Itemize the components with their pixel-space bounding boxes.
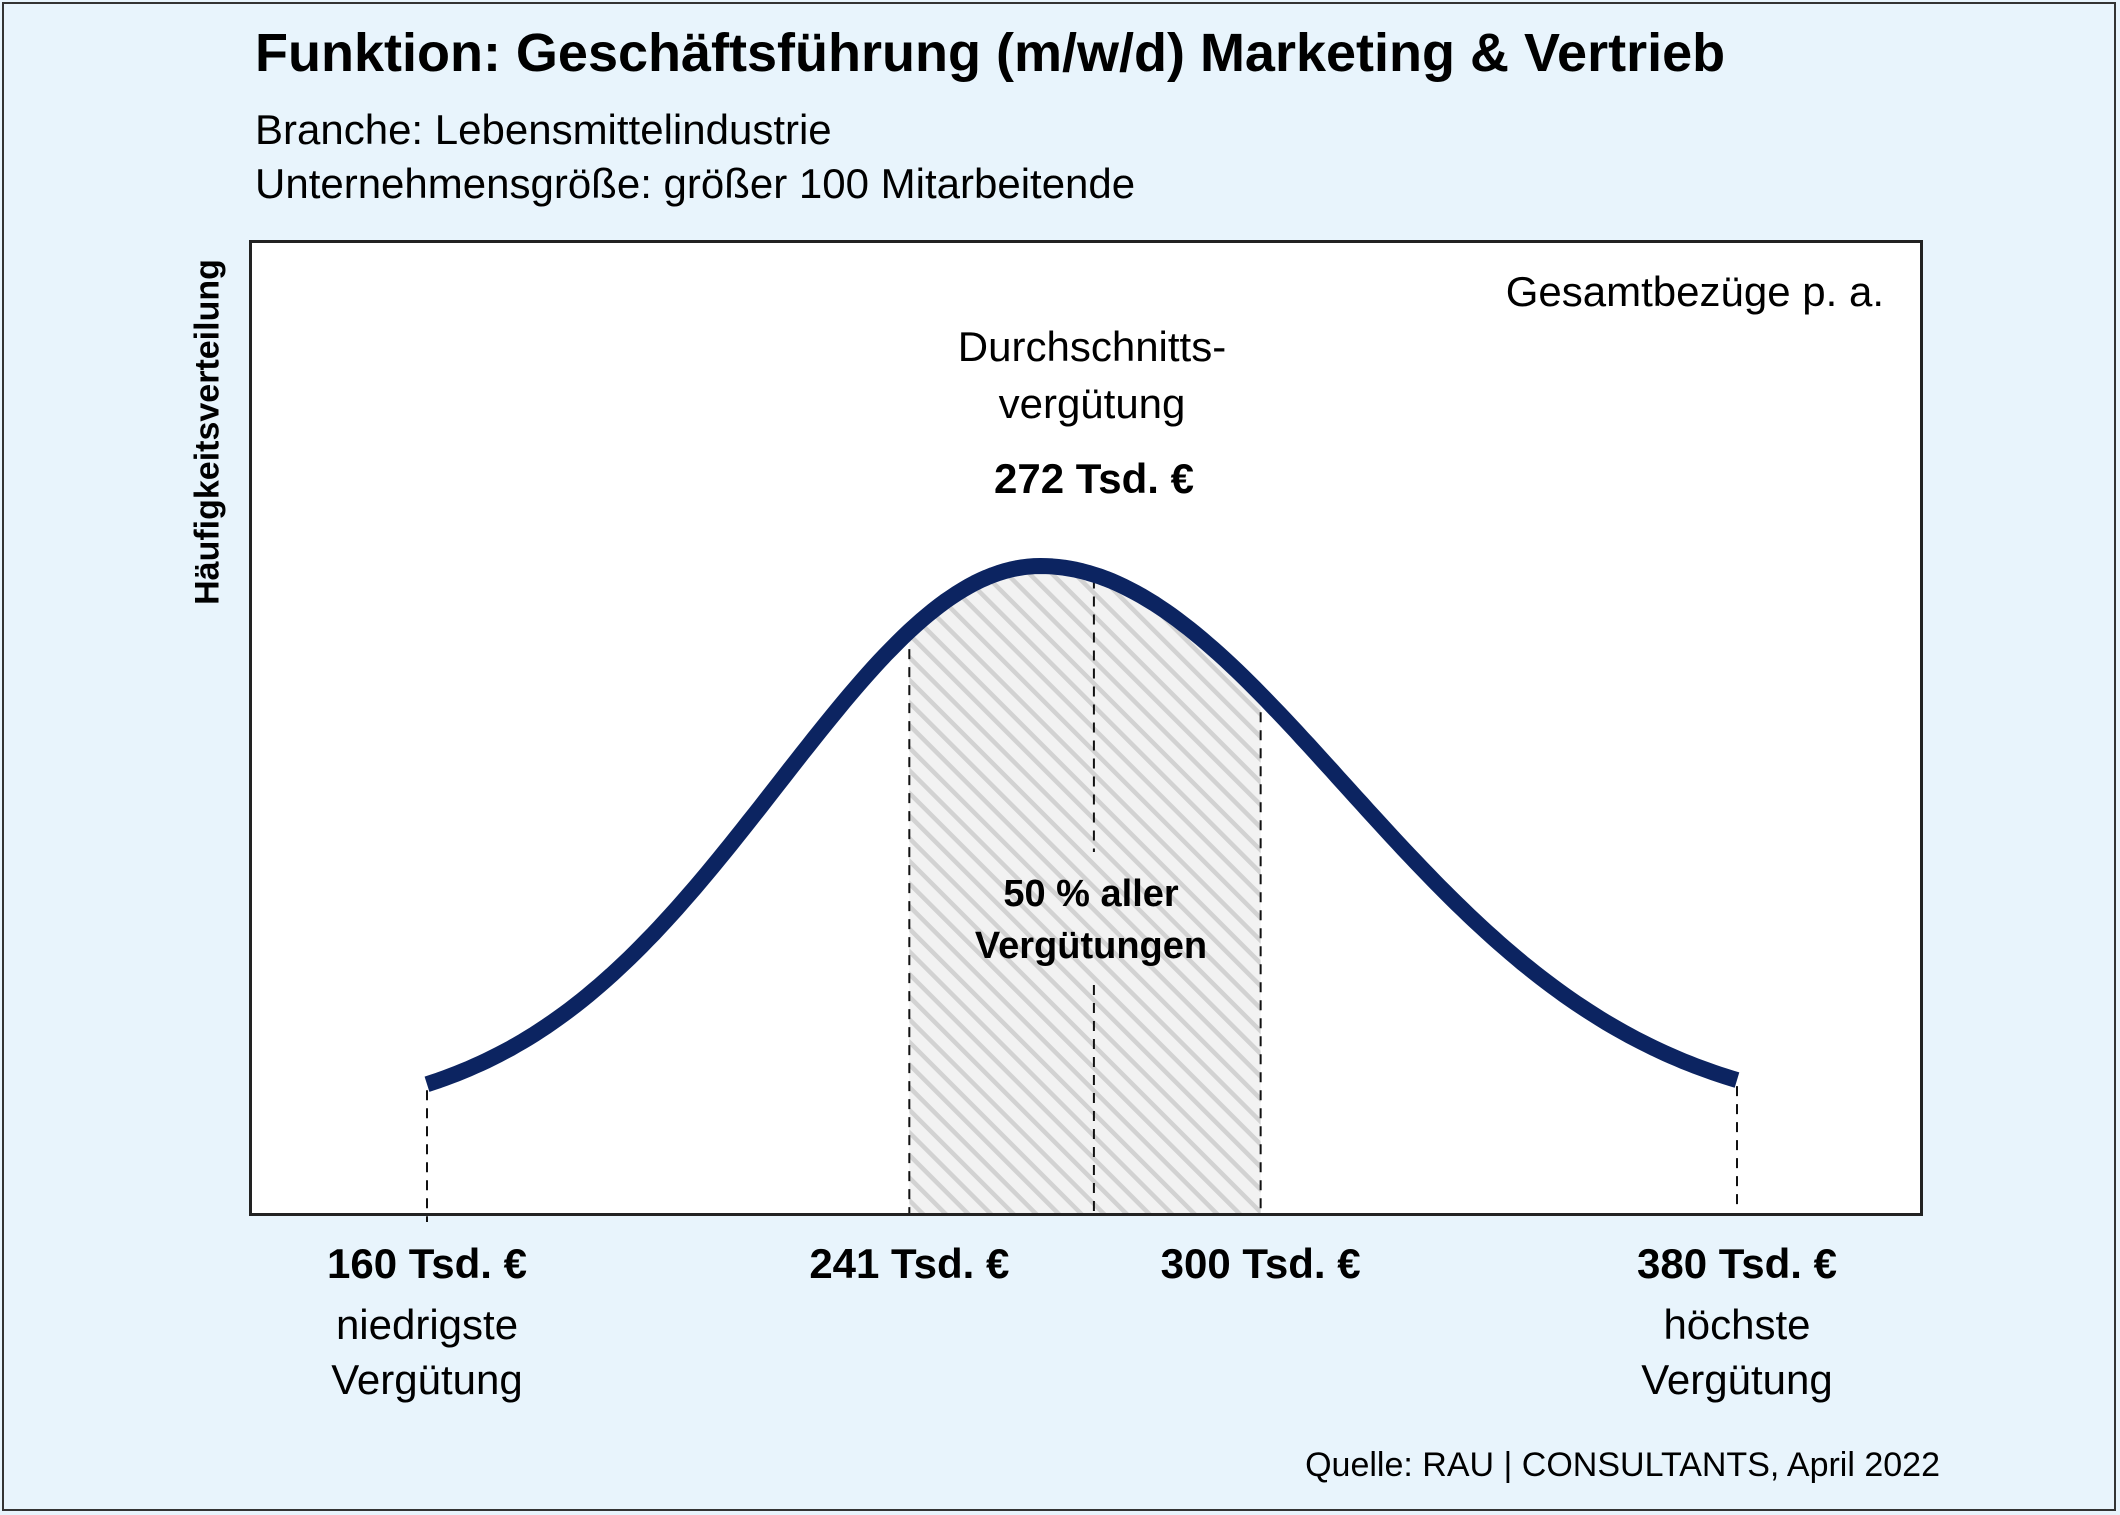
x-tick-q3: 300 Tsd. € [1051,1236,1471,1297]
distribution-curve [424,558,1740,1092]
subtitle-industry: Branche: Lebensmittelindustrie [255,106,832,153]
interquartile-label: 50 % aller Vergütungen [891,868,1291,972]
average-value: 272 Tsd. € [994,455,1194,502]
chart-title: Funktion: Geschäftsführung (m/w/d) Marke… [255,23,1726,83]
x-tick-min-desc1: niedrigste [335,1301,519,1348]
x-tick-min-desc2: Vergütung [331,1356,523,1403]
interquartile-label-line1: 50 % aller [1003,873,1179,915]
x-tick-min: 160 Tsd. € niedrigste Vergütung [217,1236,637,1407]
x-tick-max: 380 Tsd. € höchste Vergütung [1527,1236,1947,1407]
measure-label: Gesamtbezüge p. a. [1505,268,1884,315]
source-note: Quelle: RAU | CONSULTANTS, April 2022 [1305,1446,1940,1484]
average-label-line1: Durchschnitts- [957,323,1227,370]
x-tick-max-desc2: Vergütung [1641,1356,1833,1403]
average-label-line2: vergütung [998,380,1186,427]
interquartile-area [909,566,1261,1213]
average-label: Durchschnitts- vergütung [892,318,1292,432]
x-tick-max-desc1: höchste [1663,1301,1811,1348]
interquartile-label-line2: Vergütungen [974,925,1208,967]
x-tick-min-value: 160 Tsd. € [327,1240,527,1287]
x-tick-q3-value: 300 Tsd. € [1160,1240,1361,1287]
x-tick-q1: 241 Tsd. € [699,1236,1119,1297]
x-tick-q1-value: 241 Tsd. € [809,1240,1010,1287]
x-tick-max-value: 380 Tsd. € [1637,1240,1837,1287]
subtitle-company-size: Unternehmensgröße: größer 100 Mitarbeite… [255,160,1136,207]
